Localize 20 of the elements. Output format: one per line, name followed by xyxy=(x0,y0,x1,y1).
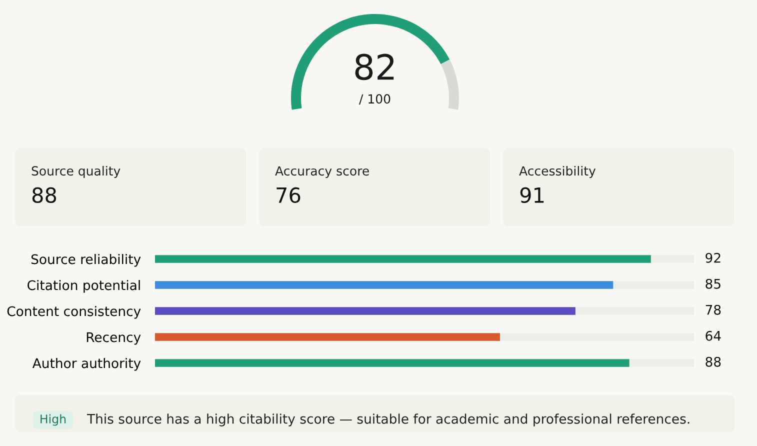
y-tick-label: Content consistency xyxy=(7,306,141,319)
text: High xyxy=(40,414,66,426)
y-tick-label: Citation potential xyxy=(28,280,140,293)
text: 76 xyxy=(276,187,300,204)
text: 82 xyxy=(355,54,394,80)
text: 91 xyxy=(520,187,544,204)
y-tick-label: Source reliability xyxy=(31,254,141,267)
text: Accuracy score xyxy=(275,166,369,178)
data-label: 88 xyxy=(706,356,721,367)
data-label: 92 xyxy=(706,252,720,263)
data-label: 85 xyxy=(706,278,720,289)
text: / 100 xyxy=(358,94,390,105)
text: 88 xyxy=(32,187,56,204)
y-tick-label: Author authority xyxy=(32,358,141,371)
text: Accessibility xyxy=(519,166,596,178)
data-label: 64 xyxy=(706,330,721,341)
source-note: Source quality xyxy=(32,166,120,178)
y-tick-label: Recency xyxy=(86,332,141,345)
data-label: 78 xyxy=(706,304,721,315)
text: This source has a high citability score — suitable for academic and professional references. xyxy=(86,414,690,426)
